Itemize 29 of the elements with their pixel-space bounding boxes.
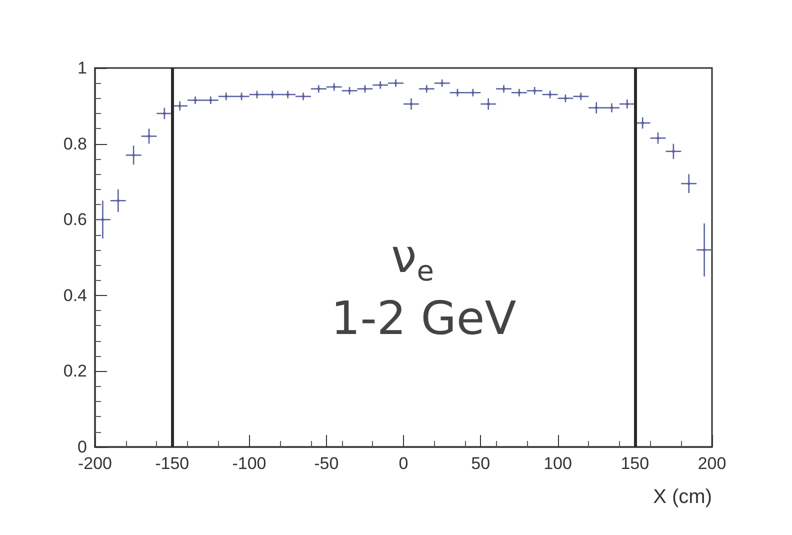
point: [101, 218, 104, 222]
x-axis-title: X (cm): [653, 486, 712, 508]
point: [410, 102, 413, 106]
x-tick-label: -150: [155, 454, 190, 473]
x-tick-label: 150: [620, 454, 650, 473]
y-tick-label: 0: [78, 438, 87, 456]
point: [594, 106, 598, 110]
x-tick-label: 0: [398, 454, 408, 473]
point: [702, 248, 706, 252]
x-tick-label: 100: [544, 454, 572, 473]
x-tick-label: -50: [314, 454, 339, 473]
point: [394, 82, 398, 85]
point: [317, 87, 320, 90]
annotation: 1-2 GeV: [331, 291, 517, 345]
point: [194, 98, 197, 102]
point: [209, 98, 212, 102]
y-tick-label: 0.8: [63, 134, 87, 154]
point: [610, 106, 614, 110]
point: [116, 199, 120, 202]
x-tick-label: 50: [471, 454, 490, 473]
point: [302, 94, 305, 98]
x-tick-label: 200: [698, 454, 726, 473]
x-tick-label: -100: [232, 454, 266, 473]
y-tick-label: 0.4: [63, 286, 87, 305]
y-tick-label: 1: [78, 58, 87, 78]
x-tick-label: -200: [78, 454, 112, 473]
point: [533, 89, 536, 92]
y-tick-label: 0.2: [63, 362, 87, 381]
y-tick-label: 0.6: [63, 210, 87, 230]
